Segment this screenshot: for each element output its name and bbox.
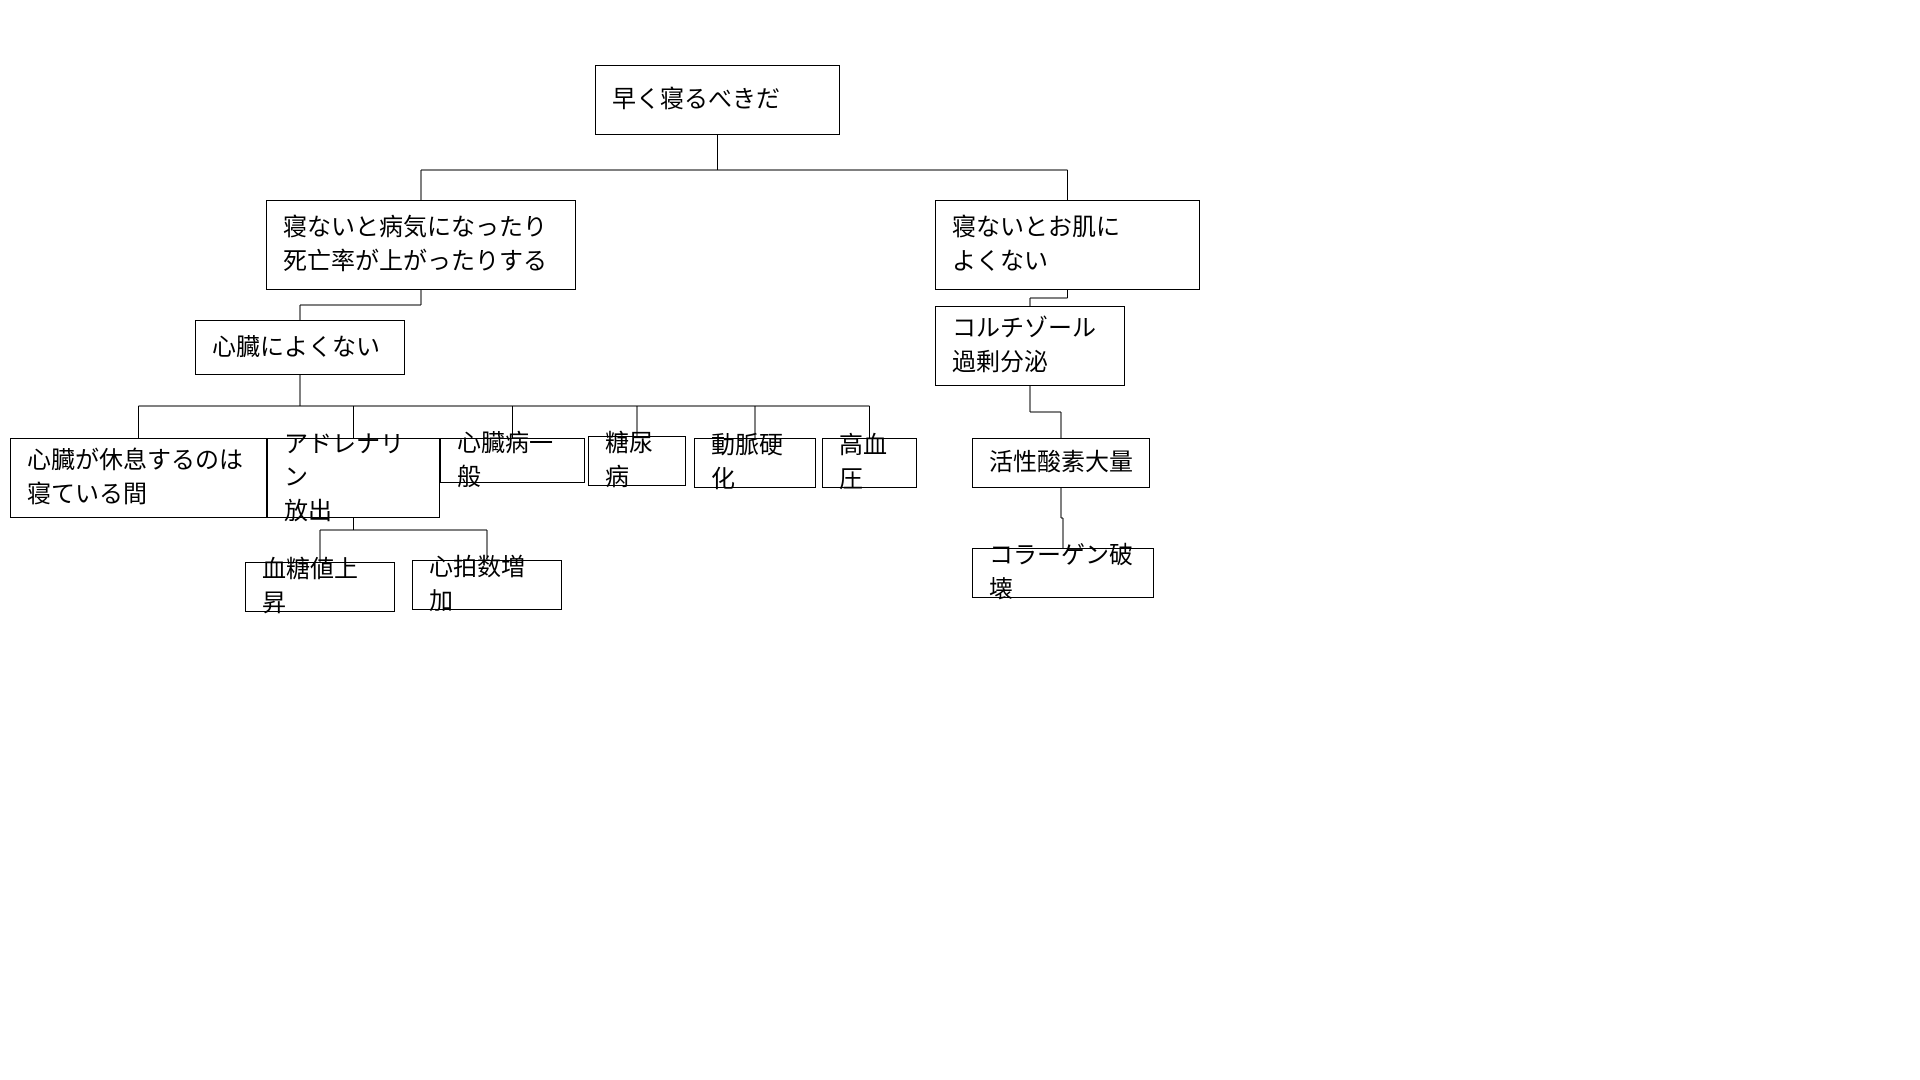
node-bloodsugar: 血糖値上昇 [245,562,395,612]
node-ros: 活性酸素大量 [972,438,1150,488]
node-skin: 寝ないとお肌に よくない [935,200,1200,290]
node-hyperten: 高血圧 [822,438,917,488]
node-collagen: コラーゲン破壊 [972,548,1154,598]
node-cortisol: コルチゾール 過剰分泌 [935,306,1125,386]
node-heart: 心臓によくない [195,320,405,375]
node-heartrate: 心拍数増加 [412,560,562,610]
node-diabetes: 糖尿病 [588,436,686,486]
diagram-edges [0,0,1920,1080]
node-rest: 心臓が休息するのは 寝ている間 [10,438,267,518]
node-heartdis: 心臓病一般 [440,438,585,483]
node-adrenaline: アドレナリン 放出 [267,438,440,518]
node-disease: 寝ないと病気になったり 死亡率が上がったりする [266,200,576,290]
node-root: 早く寝るべきだ [595,65,840,135]
node-arterio: 動脈硬化 [694,438,816,488]
